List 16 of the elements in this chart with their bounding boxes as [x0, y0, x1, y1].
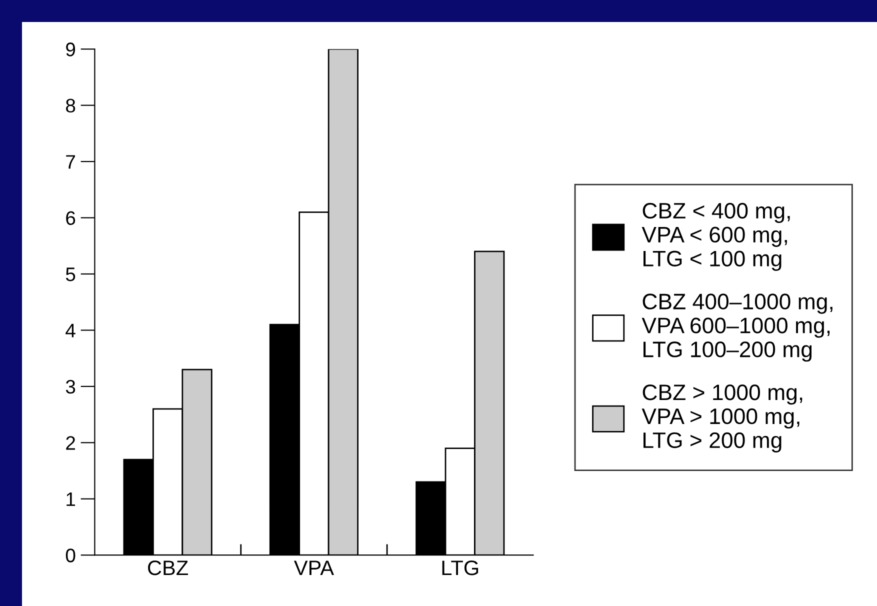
- x-tick-label: VPA: [294, 560, 334, 576]
- x-tick-label: LTG: [442, 560, 478, 576]
- legend-label: CBZ 400–1000 mg, VPA 600–1000 mg, LTG 100–200 mg: [642, 294, 832, 362]
- y-tick-label: 3: [66, 380, 76, 394]
- y-tick-label: 7: [66, 155, 75, 169]
- y-tick-label: 6: [66, 211, 76, 225]
- y-tick-label: 2: [66, 436, 75, 450]
- y-tick-label: 4: [66, 324, 76, 338]
- y-tick-label: 1: [66, 492, 76, 506]
- legend-label: CBZ > 1000 mg, VPA > 1000 mg, LTG > 200 mg: [642, 384, 802, 452]
- x-tick-label: CBZ: [148, 560, 188, 576]
- y-tick-label: 0: [66, 548, 76, 562]
- y-tick-label: 5: [66, 268, 76, 282]
- y-tick-label: 9: [66, 42, 76, 56]
- legend-label: CBZ < 400 mg, VPA < 600 mg, LTG < 100 mg: [642, 202, 790, 271]
- y-tick-label: 8: [66, 98, 76, 113]
